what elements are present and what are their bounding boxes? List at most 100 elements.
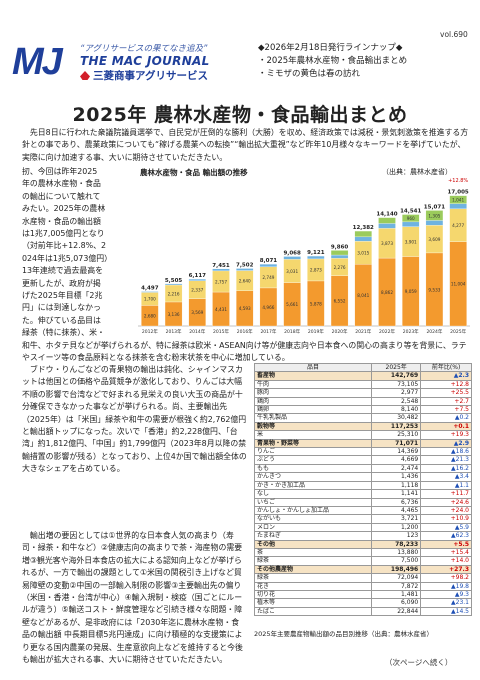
segment-label: 9,533 bbox=[428, 287, 440, 292]
table-row: 緑茶 7,500 +14.0 bbox=[253, 556, 472, 566]
value-cell: 117,253 bbox=[371, 421, 422, 432]
segment-label: 4,431 bbox=[215, 307, 227, 312]
bar-segment bbox=[449, 195, 467, 204]
value-cell: 1,200 bbox=[371, 522, 422, 533]
text-line: 円」には到達しなかっ bbox=[22, 303, 101, 313]
item-cell: その他 bbox=[253, 539, 373, 549]
item-cell: 豚肉 bbox=[253, 388, 373, 398]
bar-segment bbox=[212, 268, 230, 272]
change-cell: +15.4 bbox=[420, 547, 472, 558]
segment-label: 3,609 bbox=[428, 237, 440, 242]
bar-segment bbox=[236, 268, 254, 271]
continued-note: （次ページへ続く） bbox=[385, 658, 453, 667]
item-cell: メロン bbox=[253, 522, 373, 533]
segment-label: 4,277 bbox=[452, 223, 464, 228]
value-cell: 4,465 bbox=[371, 505, 422, 516]
total-label: 9,121 bbox=[307, 250, 325, 256]
value-cell: 72,094 bbox=[371, 573, 422, 583]
value-cell: 123 bbox=[371, 531, 422, 541]
value-cell: 7,872 bbox=[371, 581, 422, 591]
item-cell: 穀物等 bbox=[253, 421, 373, 432]
text-line: の輸出について触れて bbox=[22, 191, 101, 201]
value-cell: 6,736 bbox=[371, 497, 422, 507]
value-cell: 1,436 bbox=[371, 472, 422, 482]
table-row: メロン 1,200 ▲5.9 bbox=[253, 522, 472, 533]
total-label: 9,860 bbox=[331, 244, 349, 250]
item-cell: 畜産物 bbox=[253, 371, 373, 381]
value-cell: 2,548 bbox=[371, 396, 422, 407]
segment-label: 2,680 bbox=[144, 314, 156, 319]
item-cell: 茶 bbox=[253, 547, 373, 558]
item-cell: 切り花 bbox=[253, 589, 373, 600]
svg-text:MJ: MJ bbox=[12, 41, 64, 80]
text-line: （対前年比+12.8%、2 bbox=[22, 241, 107, 251]
segment-label: 5,878 bbox=[310, 301, 322, 306]
text-line: みたい。2025年の農林 bbox=[22, 204, 106, 214]
value-cell: 6,090 bbox=[371, 598, 422, 608]
export-chart: 2,680 1,700 4,497 2012年 3,136 2,216 5,505 2013年… bbox=[138, 178, 470, 335]
table-row: たまねぎ 123 ▲62.3 bbox=[253, 531, 472, 541]
table-row: その他 78,233 +5.5 bbox=[253, 539, 472, 549]
text-line: 水産物・食品の輸出額 bbox=[22, 216, 101, 226]
total-label: 14,140 bbox=[376, 212, 397, 218]
total-label: 9,068 bbox=[283, 250, 301, 256]
bar-segment bbox=[378, 223, 396, 229]
segment-label: 1,700 bbox=[144, 297, 156, 302]
item-cell: 植木等 bbox=[253, 598, 373, 608]
segment-label: 5,661 bbox=[286, 302, 298, 307]
table-row: ながいも 3,721 +10.9 bbox=[253, 514, 472, 524]
total-label: 4,497 bbox=[141, 286, 159, 292]
change-cell: ▲1.1 bbox=[420, 480, 472, 491]
bar-segment bbox=[354, 236, 372, 242]
change-cell: ▲21.3 bbox=[420, 455, 472, 465]
bar-segment bbox=[259, 263, 278, 268]
segment-label: 2,337 bbox=[191, 287, 203, 292]
paragraph-3: 輸出増の要因としては①世界的な日本食人気の高まり（寿司・緑茶・和牛など）②健康志… bbox=[22, 531, 243, 665]
total-label: 12,382 bbox=[353, 225, 374, 231]
company-label: 三菱商事アグリサービス bbox=[93, 70, 208, 82]
export-table: 品目 2025年 前年比(%) 畜産物 142,769 ▲2.3 牛肉 73,105 +1… bbox=[253, 362, 472, 617]
paragraph-1: 扨、今回は昨年2025 年の農林水産物・食品 の輸出について触れて みたい。20… bbox=[22, 166, 129, 340]
value-cell: 142,769 bbox=[371, 371, 422, 381]
item-cell: かき・かき加工品 bbox=[253, 480, 373, 491]
article-title: 2025年 農林水産物・食品輸出まとめ bbox=[72, 104, 408, 126]
change-cell: ▲3.4 bbox=[420, 472, 472, 482]
change-cell: ▲14.5 bbox=[420, 606, 472, 617]
segment-label: 2,216 bbox=[168, 291, 180, 296]
table-row: なし 1,141 +11.7 bbox=[253, 489, 472, 499]
item-cell: りんご bbox=[253, 447, 373, 457]
item-cell: その他農産物 bbox=[253, 564, 373, 575]
change-cell: +24.6 bbox=[420, 497, 472, 507]
change-cell: ▲2.9 bbox=[420, 438, 472, 449]
item-cell: なし bbox=[253, 489, 373, 499]
bar-segment bbox=[425, 210, 444, 221]
table-row: かき・かき加工品 1,118 ▲1.1 bbox=[253, 480, 472, 491]
item-cell: たばこ bbox=[253, 606, 373, 617]
total-label: 7,502 bbox=[236, 262, 254, 268]
change-cell: +12.8 bbox=[420, 379, 472, 390]
segment-label: 2,757 bbox=[215, 279, 227, 284]
issue-item: ・ミモザの黄色は春の訪れ bbox=[258, 69, 361, 79]
change-cell: +10.9 bbox=[420, 514, 472, 524]
tick-label: 2023年 bbox=[403, 328, 419, 335]
segment-label: 2,873 bbox=[310, 268, 322, 273]
text-line: た。伸びている品目は bbox=[22, 315, 101, 325]
change-cell: ▲18.6 bbox=[420, 447, 472, 457]
segment-label: 3,901 bbox=[405, 239, 417, 244]
growth-annotation: +12.8% bbox=[448, 178, 468, 184]
table-row: 鶏卵 8,140 +7.5 bbox=[253, 405, 472, 415]
total-label: 6,117 bbox=[189, 273, 207, 279]
tick-label: 2018年 bbox=[284, 328, 300, 335]
tick-label: 2015年 bbox=[213, 328, 229, 335]
tick-label: 2017年 bbox=[260, 328, 276, 335]
table-row: 穀物等 117,253 +0.1 bbox=[253, 421, 472, 432]
bar-segment bbox=[141, 291, 159, 293]
bar-segment bbox=[378, 217, 396, 224]
table-row: 緑茶 72,094 +98.2 bbox=[253, 573, 472, 583]
segment-label: 8,041 bbox=[357, 293, 369, 298]
item-cell: 牛乳乳製品 bbox=[253, 413, 373, 423]
bar-segment bbox=[283, 256, 301, 260]
value-cell: 73,105 bbox=[371, 379, 422, 390]
value-cell: 4,669 bbox=[371, 455, 422, 465]
tick-label: 2013年 bbox=[166, 328, 182, 335]
